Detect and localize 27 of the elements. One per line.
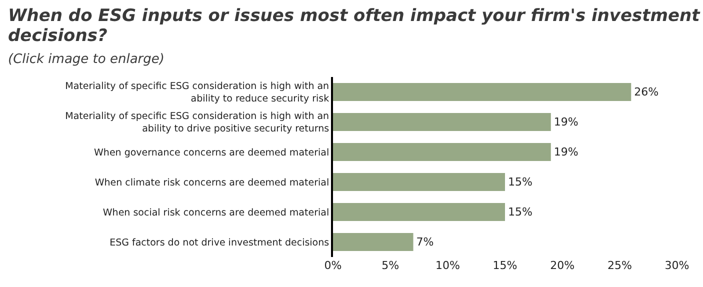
- data-label: 15%: [508, 176, 532, 188]
- y-tick-label: When climate risk concerns are deemed material: [94, 177, 330, 188]
- x-tick-label: 15%: [492, 259, 518, 272]
- x-tick-label: 20%: [550, 259, 575, 272]
- x-tick-label: 5%: [382, 259, 400, 272]
- x-tick-label: 10%: [435, 259, 460, 272]
- data-label: 15%: [508, 206, 532, 218]
- y-tick-label: When governance concerns are deemed material: [94, 147, 330, 158]
- y-tick-label: ESG factors do not drive investment decisions: [110, 237, 330, 248]
- x-tick-label: 25%: [607, 259, 632, 272]
- chart-title: When do ESG inputs or issues most often impact your firm's investment decisions?: [8, 6, 702, 46]
- data-label: 19%: [554, 146, 578, 158]
- bar: [333, 203, 505, 221]
- x-tick-label: 0%: [324, 259, 342, 272]
- bar: [333, 113, 551, 131]
- bar: [333, 233, 414, 251]
- y-tick-label: When social risk concerns are deemed material: [102, 207, 330, 218]
- data-label: 26%: [634, 86, 659, 98]
- text: (Click image to enlarge): [8, 52, 166, 67]
- data-label: 19%: [554, 116, 578, 128]
- data-label: 7%: [416, 236, 434, 248]
- bar: [333, 83, 632, 101]
- y-tick-label: Materiality of specific ESG consideration is high with an ability to drive positive security returns: [65, 111, 330, 134]
- x-tick-label: 30%: [664, 259, 690, 272]
- y-tick-label: Materiality of specific ESG consideration is high with an ability to reduce security risk: [65, 81, 330, 104]
- bar: [333, 143, 551, 161]
- bar: [333, 173, 505, 191]
